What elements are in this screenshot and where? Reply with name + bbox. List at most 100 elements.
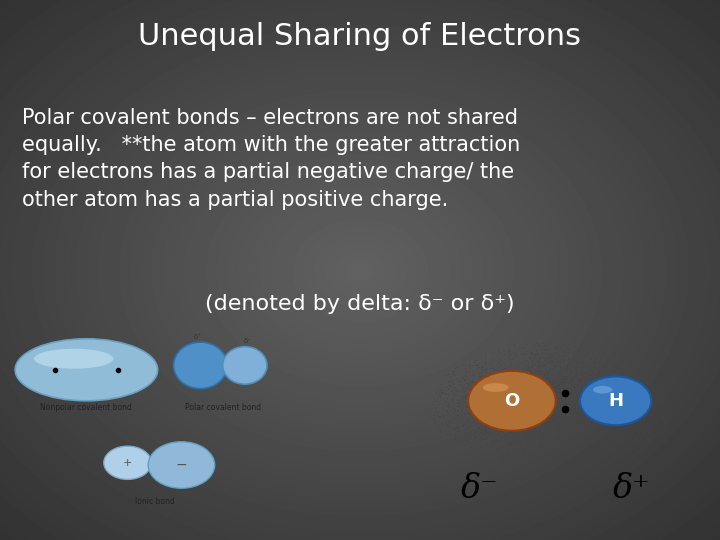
Point (479, 360, 490, 369)
Point (600, 379, 612, 388)
Point (521, 424, 533, 433)
Point (579, 369, 590, 377)
Point (518, 396, 530, 404)
Point (599, 396, 611, 405)
Point (503, 382, 514, 390)
Point (496, 376, 508, 385)
Point (513, 410, 525, 419)
Point (575, 407, 586, 415)
Point (594, 385, 606, 394)
Point (577, 411, 589, 420)
Point (583, 390, 595, 399)
Point (494, 382, 505, 390)
Point (613, 403, 624, 411)
Point (644, 428, 656, 436)
Point (504, 361, 516, 369)
Point (554, 401, 566, 409)
Point (570, 408, 581, 416)
Point (559, 438, 571, 447)
Point (552, 380, 564, 389)
Point (567, 373, 579, 382)
Point (492, 461, 503, 470)
Point (474, 415, 485, 423)
Point (525, 380, 536, 389)
Point (586, 396, 598, 405)
Point (556, 413, 567, 422)
Point (624, 421, 635, 429)
Point (591, 408, 603, 417)
Point (540, 402, 552, 410)
Point (657, 406, 668, 414)
Point (535, 444, 546, 453)
Point (527, 429, 539, 437)
Point (541, 403, 553, 412)
Point (470, 396, 482, 405)
Point (485, 382, 497, 391)
Point (652, 406, 663, 415)
Point (642, 405, 654, 414)
Point (570, 416, 581, 425)
Point (477, 400, 489, 408)
Point (624, 384, 636, 393)
Point (620, 440, 631, 448)
Point (582, 426, 593, 435)
Point (570, 385, 581, 394)
Point (585, 422, 597, 431)
Point (475, 402, 487, 410)
Point (616, 379, 627, 387)
Point (555, 431, 567, 440)
Point (539, 401, 551, 410)
Point (572, 387, 584, 396)
Point (567, 346, 578, 354)
Point (564, 378, 575, 387)
Point (658, 417, 670, 426)
Point (604, 397, 616, 406)
Point (523, 402, 535, 411)
Point (556, 366, 567, 374)
Point (626, 421, 638, 429)
Point (665, 400, 677, 409)
Point (627, 411, 639, 420)
Point (603, 390, 615, 399)
Point (559, 436, 571, 445)
Point (475, 358, 487, 367)
Point (655, 380, 667, 388)
Point (522, 362, 534, 371)
Point (503, 393, 515, 402)
Point (573, 433, 585, 442)
Point (551, 438, 562, 447)
Point (606, 403, 617, 411)
Point (611, 387, 623, 396)
Point (567, 400, 579, 409)
Point (573, 368, 585, 377)
Point (502, 397, 513, 406)
Point (485, 403, 496, 412)
Point (582, 447, 594, 456)
Point (572, 423, 583, 432)
Point (592, 410, 603, 418)
Point (569, 457, 580, 465)
Point (503, 419, 514, 428)
Point (557, 362, 569, 371)
Point (640, 387, 652, 396)
Point (614, 408, 626, 417)
Point (609, 450, 621, 459)
Point (575, 366, 586, 375)
Point (499, 413, 510, 422)
Point (504, 428, 516, 437)
Point (545, 429, 557, 437)
Point (631, 408, 642, 417)
Point (502, 380, 513, 388)
Point (540, 421, 552, 430)
Point (519, 375, 531, 383)
Point (596, 439, 608, 448)
Point (526, 417, 538, 426)
Point (572, 357, 583, 366)
Point (494, 386, 505, 395)
Point (501, 379, 513, 388)
Point (573, 396, 585, 404)
Point (455, 409, 467, 418)
Point (621, 394, 633, 402)
Point (574, 412, 585, 421)
Point (562, 420, 574, 428)
